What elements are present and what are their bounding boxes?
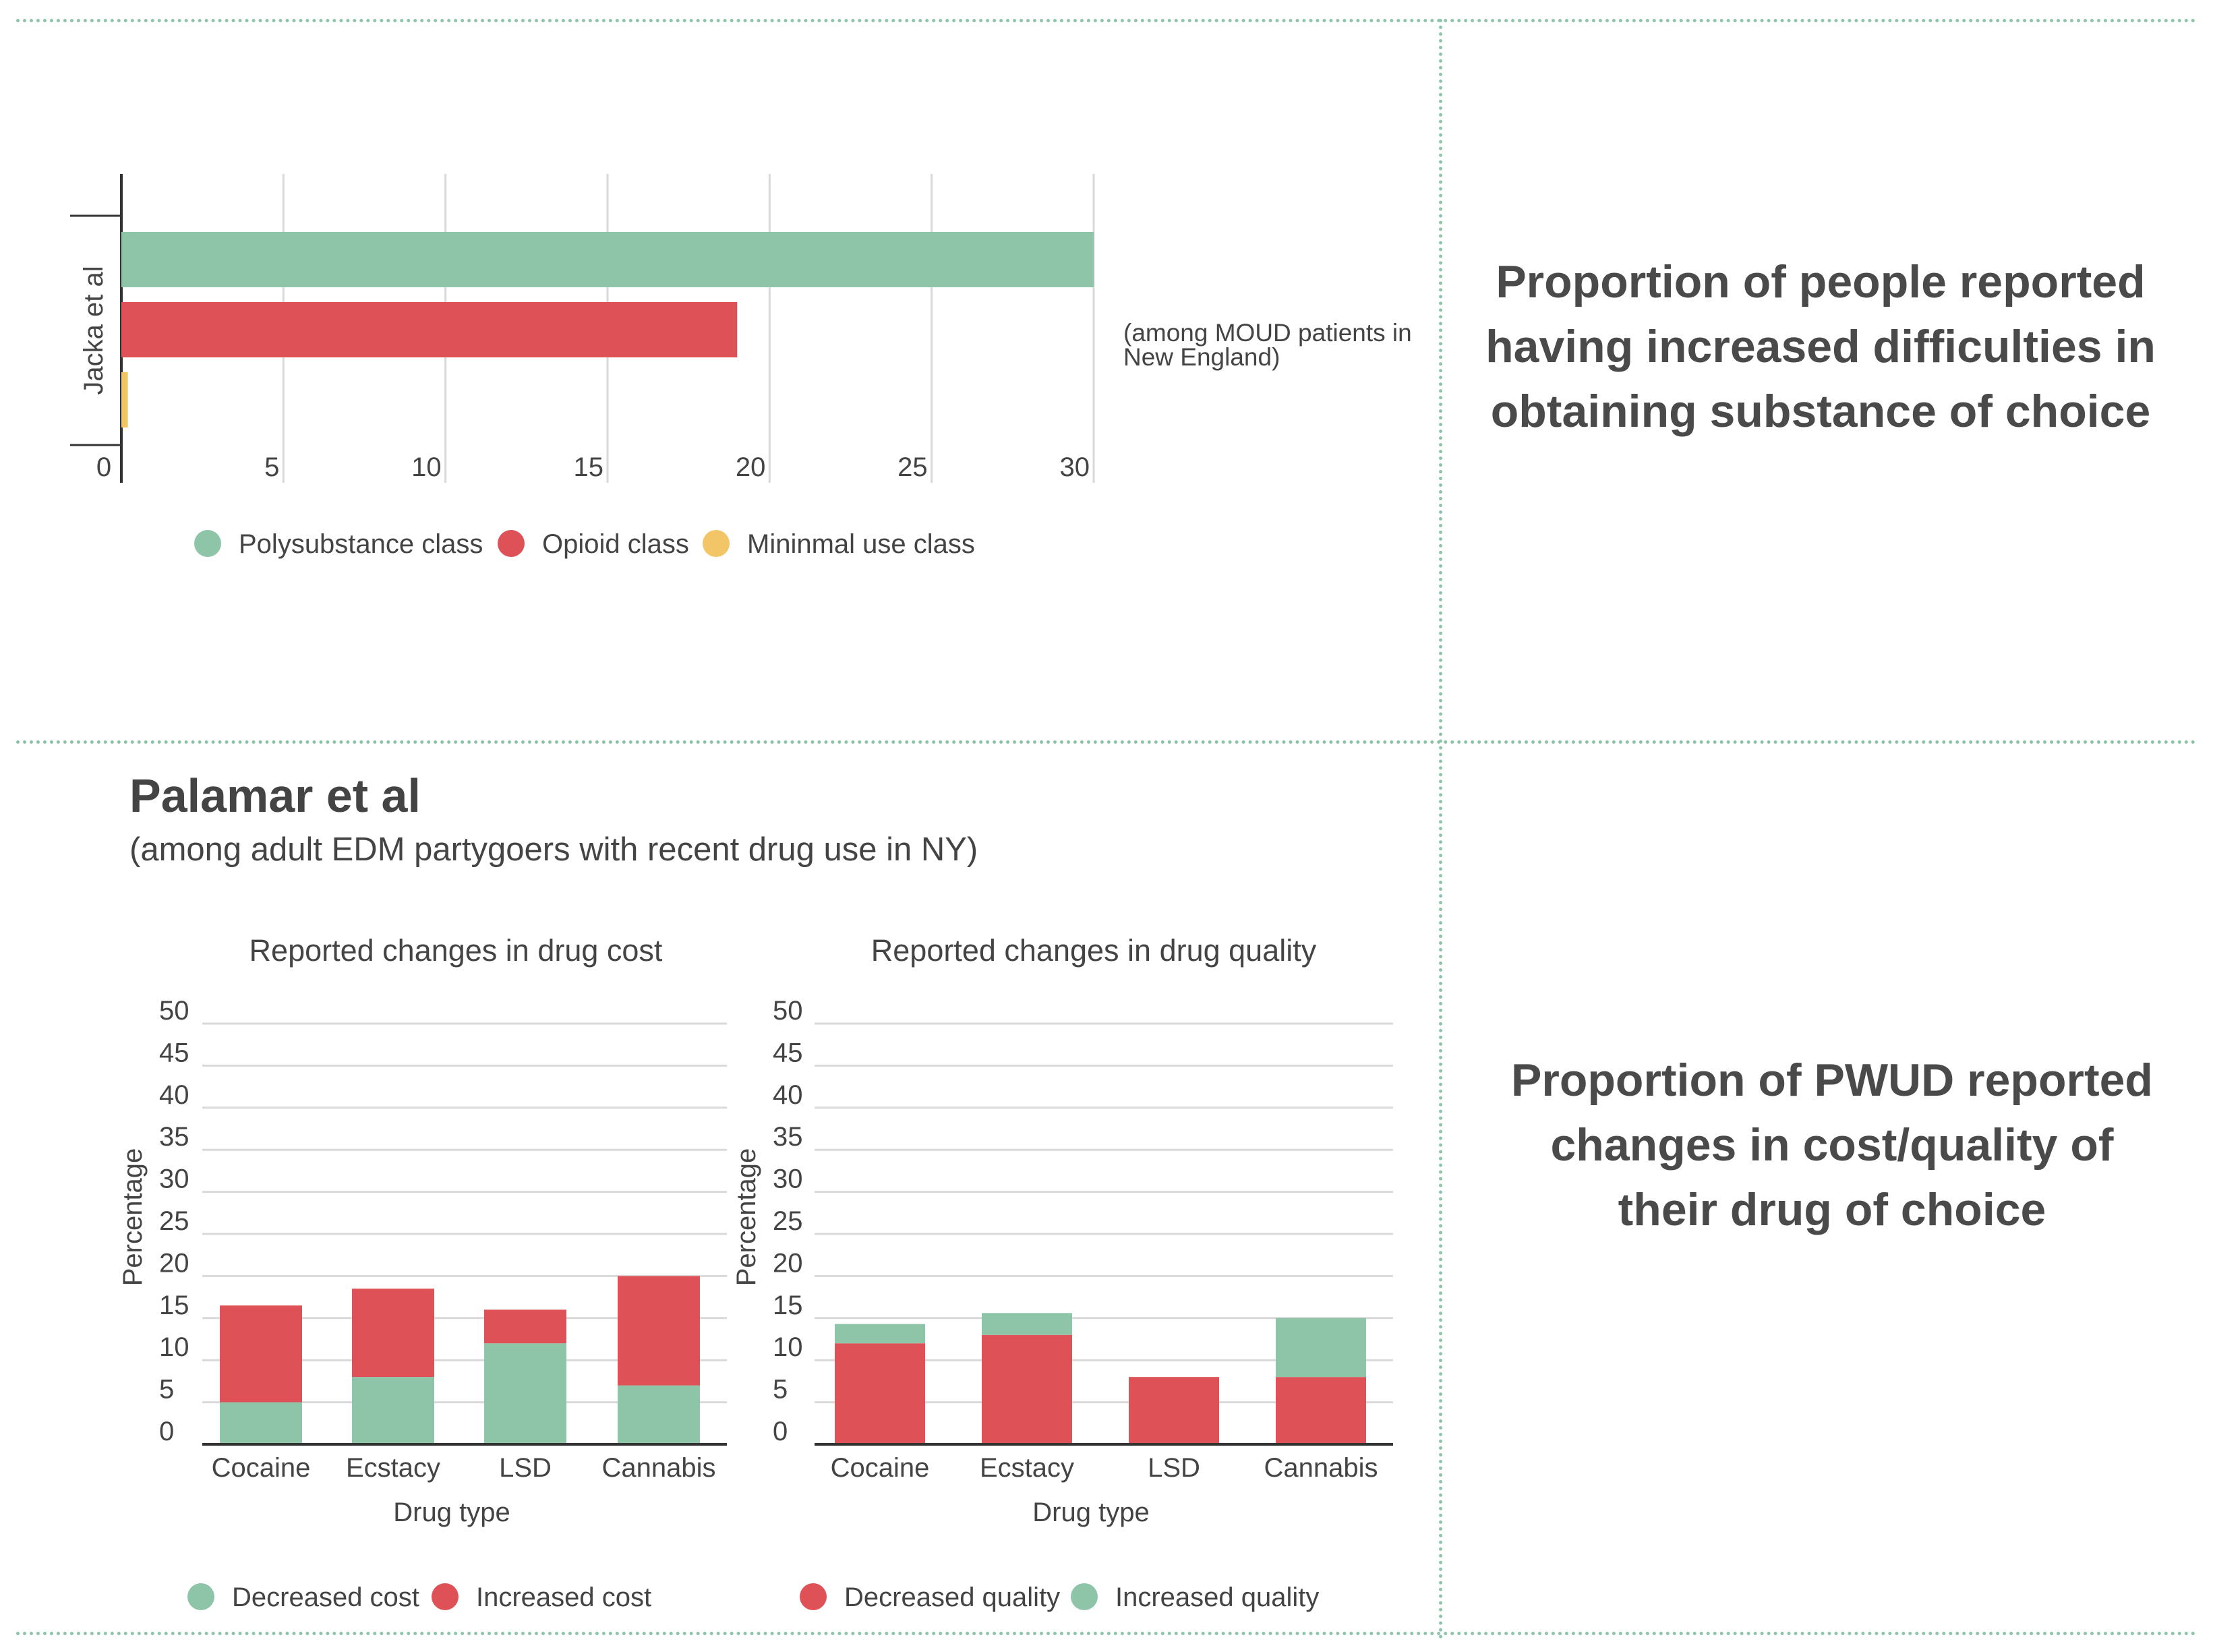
cost-x-tick-label: Cannabis (601, 1453, 715, 1483)
cost-y-tick-label: 15 (159, 1291, 189, 1320)
cost-y-tick-label: 5 (159, 1375, 174, 1405)
cost-x-tick-label: LSD (499, 1453, 552, 1483)
jacka-note: (among MOUD patients in New England) (1123, 319, 1412, 371)
column-divider (1439, 19, 1442, 1640)
jacka-category-label: Jacka et al (79, 266, 109, 394)
jacka-legend-label-opioid-class: Opioid class (542, 529, 689, 559)
cost-y-tick-label: 35 (159, 1122, 189, 1152)
quality-bar-cannabis-decreased-quality (1276, 1377, 1366, 1444)
jacka-x-tick-label: 30 (1060, 452, 1090, 482)
jacka-legend-marker-opioid-class (498, 530, 525, 557)
cost-legend-marker-decreased-cost (187, 1583, 214, 1610)
jacka-x-tick-label: 10 (411, 452, 442, 482)
top-divider (16, 19, 2197, 22)
cost-bar-lsd-decreased-cost (484, 1343, 566, 1444)
quality-x-tick-label: Cocaine (831, 1453, 930, 1483)
jacka-x-tick-label: 15 (574, 452, 604, 482)
cost-bar-cocaine-decreased-cost (220, 1402, 302, 1444)
jacka-bar-polysubstance-class (121, 232, 1094, 287)
jacka-legend-label-polysubstance-class: Polysubstance class (239, 529, 483, 559)
quality-x-axis-label: Drug type (1032, 1498, 1149, 1527)
quality-y-tick-label: 45 (773, 1038, 803, 1067)
cost-y-tick-label: 30 (159, 1164, 189, 1194)
quality-y-tick-label: 30 (773, 1164, 803, 1194)
middle-divider (16, 740, 2197, 744)
bottom-divider (16, 1632, 2197, 1635)
quality-y-tick-label: 40 (773, 1080, 803, 1110)
cost-legend-marker-increased-cost (432, 1583, 459, 1610)
quality-bar-ecstacy-increased-quality (982, 1313, 1072, 1335)
quality-y-tick-label: 5 (773, 1375, 788, 1405)
jacka-legend-marker-mininmal-use-class (703, 530, 730, 557)
cost-legend-label-increased-cost: Increased cost (476, 1583, 651, 1612)
jacka-bar-mininmal-use-class (121, 372, 128, 427)
cost-chart-title: Reported changes in drug cost (249, 933, 663, 968)
quality-chart-title: Reported changes in drug quality (871, 933, 1317, 968)
quality-bar-lsd-decreased-quality (1129, 1377, 1219, 1444)
cost-y-tick-label: 10 (159, 1332, 189, 1362)
quality-y-tick-label: 15 (773, 1291, 803, 1320)
cost-y-tick-label: 0 (159, 1417, 174, 1446)
quality-y-tick-label: 0 (773, 1417, 788, 1446)
quality-legend-label-decreased-quality: Decreased quality (844, 1583, 1060, 1612)
cost-x-tick-label: Ecstacy (346, 1453, 440, 1483)
quality-bar-cocaine-increased-quality (835, 1324, 925, 1344)
jacka-legend-label-mininmal-use-class: Mininmal use class (747, 529, 975, 559)
cost-x-axis-label: Drug type (393, 1498, 510, 1527)
bottom-panel-title: Proportion of PWUD reported changes in c… (1511, 1055, 2153, 1235)
study-subtitle: (among adult EDM partygoers with recent … (129, 831, 978, 868)
jacka-bar-opioid-class (121, 302, 738, 357)
jacka-x-tick-label: 20 (736, 452, 766, 482)
jacka-x-tick-label: 0 (96, 452, 111, 482)
cost-y-tick-label: 20 (159, 1248, 189, 1278)
quality-bar-cocaine-decreased-quality (835, 1343, 925, 1444)
quality-y-tick-label: 35 (773, 1122, 803, 1152)
cost-bar-lsd-increased-cost (484, 1309, 566, 1344)
quality-x-tick-label: LSD (1148, 1453, 1200, 1483)
quality-y-tick-label: 10 (773, 1332, 803, 1362)
jacka-x-tick-label: 5 (264, 452, 279, 482)
cost-legend-label-decreased-cost: Decreased cost (232, 1583, 419, 1612)
cost-bar-cannabis-increased-cost (618, 1276, 700, 1386)
quality-y-tick-label: 50 (773, 996, 803, 1026)
quality-x-tick-label: Cannabis (1264, 1453, 1378, 1483)
quality-legend-label-increased-quality: Increased quality (1115, 1583, 1319, 1612)
quality-legend-marker-decreased-quality (800, 1583, 827, 1610)
quality-y-tick-label: 20 (773, 1248, 803, 1278)
cost-x-tick-label: Cocaine (212, 1453, 311, 1483)
top-panel-title: Proportion of people reported having inc… (1485, 256, 2156, 437)
cost-bar-cocaine-increased-cost (220, 1305, 302, 1403)
cost-y-axis-label: Percentage (118, 1148, 148, 1287)
quality-x-tick-label: Ecstacy (980, 1453, 1074, 1483)
cost-y-tick-label: 25 (159, 1206, 189, 1236)
cost-bar-cannabis-decreased-cost (618, 1385, 700, 1444)
cost-bar-ecstacy-decreased-cost (352, 1377, 434, 1444)
cost-y-tick-label: 40 (159, 1080, 189, 1110)
quality-bar-cannabis-increased-quality (1276, 1318, 1366, 1378)
quality-y-axis-label: Percentage (732, 1148, 761, 1287)
quality-y-tick-label: 25 (773, 1206, 803, 1236)
study-title: Palamar et al (129, 769, 421, 822)
cost-bar-ecstacy-increased-cost (352, 1289, 434, 1378)
jacka-legend-marker-polysubstance-class (194, 530, 221, 557)
jacka-x-tick-label: 25 (897, 452, 928, 482)
quality-legend-marker-increased-quality (1071, 1583, 1098, 1610)
cost-y-tick-label: 50 (159, 996, 189, 1026)
quality-bar-ecstacy-decreased-quality (982, 1334, 1072, 1444)
cost-y-tick-label: 45 (159, 1038, 189, 1067)
